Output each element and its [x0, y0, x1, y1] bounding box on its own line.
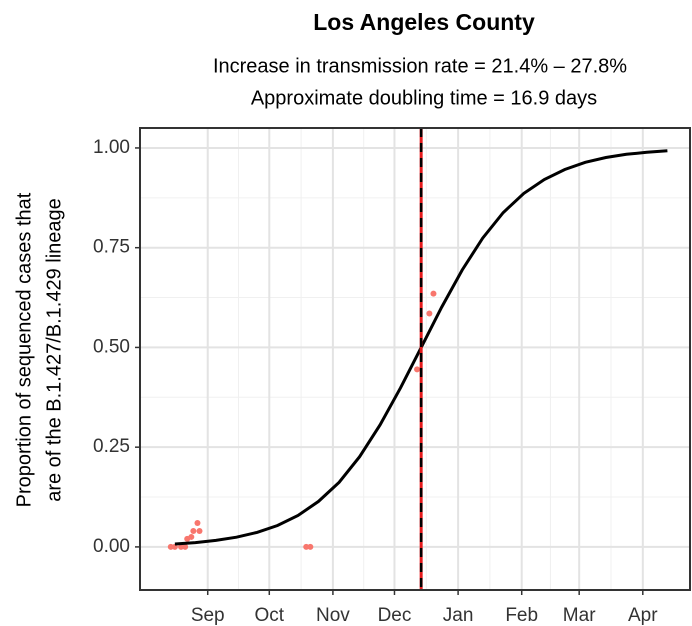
x-tick-label: Feb: [505, 605, 538, 626]
subtitle: Approximate doubling time = 16.9 days: [251, 87, 597, 109]
y-tick-label: 0.75: [93, 237, 130, 258]
data-point: [167, 543, 174, 550]
y-tick-label: 1.00: [93, 137, 130, 158]
y-tick-label: 0.00: [93, 536, 130, 557]
data-point: [426, 310, 433, 317]
data-point: [188, 533, 195, 540]
data-point: [307, 543, 314, 550]
x-tick-label: Sep: [191, 605, 225, 626]
subtitle: Increase in transmission rate = 21.4% – …: [213, 55, 627, 77]
data-point: [190, 527, 197, 534]
data-point: [196, 527, 203, 534]
x-tick-label: Jan: [443, 605, 474, 626]
y-tick-label: 0.25: [93, 436, 130, 457]
plot-border: [139, 127, 691, 591]
y-axis-label: are of the B.1.427/B.1.429 lineage: [43, 198, 65, 502]
y-axis-label: Proportion of sequenced cases that: [13, 192, 35, 507]
y-tick-label: 0.50: [93, 336, 130, 357]
x-tick-label: Oct: [255, 605, 285, 626]
x-tick-label: Apr: [628, 605, 658, 626]
data-point: [194, 519, 201, 526]
x-tick-label: Dec: [378, 605, 412, 626]
data-point: [430, 290, 437, 297]
data-point: [182, 543, 189, 550]
data-point: [171, 543, 178, 550]
data-point: [414, 366, 421, 373]
chart-title: Los Angeles County: [313, 9, 535, 35]
data-point: [303, 543, 310, 550]
x-tick-label: Nov: [316, 605, 350, 626]
x-tick-label: Mar: [563, 605, 596, 626]
data-point: [178, 543, 185, 550]
